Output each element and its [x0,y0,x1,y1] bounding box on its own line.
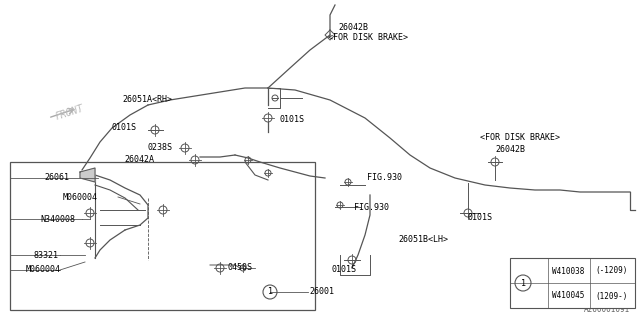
Text: M060004: M060004 [63,193,98,202]
Text: 0101S: 0101S [468,213,493,222]
Text: W410038: W410038 [552,267,584,276]
Text: (-1209): (-1209) [596,267,628,276]
Text: M060004: M060004 [26,266,61,275]
Text: FIG.930: FIG.930 [367,173,402,182]
Text: A260001091: A260001091 [584,305,630,314]
Text: FRONT: FRONT [54,104,86,122]
Text: 1: 1 [520,278,525,287]
Text: 26051B<LH>: 26051B<LH> [398,236,448,244]
Text: 26042B: 26042B [338,23,368,33]
Text: 26042B: 26042B [495,146,525,155]
Text: 26061: 26061 [44,173,69,182]
Text: 0450S: 0450S [228,263,253,273]
Text: <FOR DISK BRAKE>: <FOR DISK BRAKE> [328,34,408,43]
Text: 0101S: 0101S [280,116,305,124]
Text: 0101S: 0101S [112,124,137,132]
Text: (1209-): (1209-) [596,292,628,300]
Text: 0101S: 0101S [332,266,357,275]
Bar [10,162,315,310]
Text: W410045: W410045 [552,292,584,300]
Text: 0238S: 0238S [147,143,172,153]
Text: 26042A: 26042A [124,156,154,164]
Bar [510,258,635,308]
Polygon shape [80,168,95,182]
Text: 83321: 83321 [33,251,58,260]
Text: FIG.930: FIG.930 [354,203,389,212]
Text: 26001: 26001 [309,286,334,295]
Text: 26051A<RH>: 26051A<RH> [122,95,172,105]
Text: N340008: N340008 [40,214,75,223]
Text: 1: 1 [268,287,273,297]
Text: <FOR DISK BRAKE>: <FOR DISK BRAKE> [480,133,560,142]
